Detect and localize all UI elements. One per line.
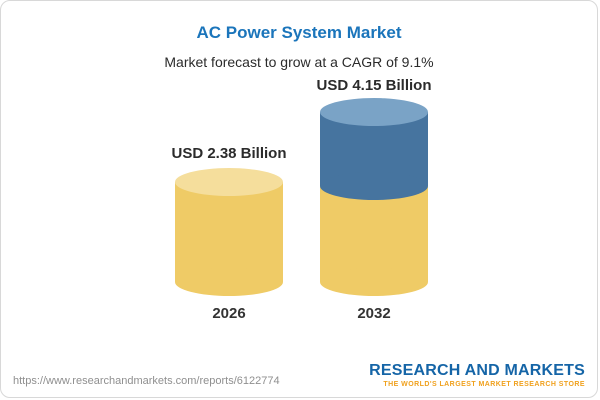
chart-title: AC Power System Market xyxy=(196,23,402,42)
category-label-2032: 2032 xyxy=(357,305,390,322)
logo-name: RESEARCH AND MARKETS xyxy=(369,361,585,379)
category-label-2026: 2026 xyxy=(212,305,245,322)
logo-tagline: THE WORLD'S LARGEST MARKET RESEARCH STOR… xyxy=(383,381,585,389)
logo: RESEARCH AND MARKETS THE WORLD'S LARGEST… xyxy=(369,362,585,389)
value-label-2032: USD 4.15 Billion xyxy=(316,77,431,94)
footer: https://www.researchandmarkets.com/repor… xyxy=(1,362,597,389)
bar-2032 xyxy=(320,98,428,296)
bar-2026 xyxy=(175,168,283,296)
chart-subtitle: Market forecast to grow at a CAGR of 9.1… xyxy=(164,54,434,70)
report-url: https://www.researchandmarkets.com/repor… xyxy=(13,375,280,387)
bar-chart: USD 2.38 Billion USD 4.15 Billion 2026 2… xyxy=(171,77,431,322)
value-label-2026: USD 2.38 Billion xyxy=(171,145,286,162)
